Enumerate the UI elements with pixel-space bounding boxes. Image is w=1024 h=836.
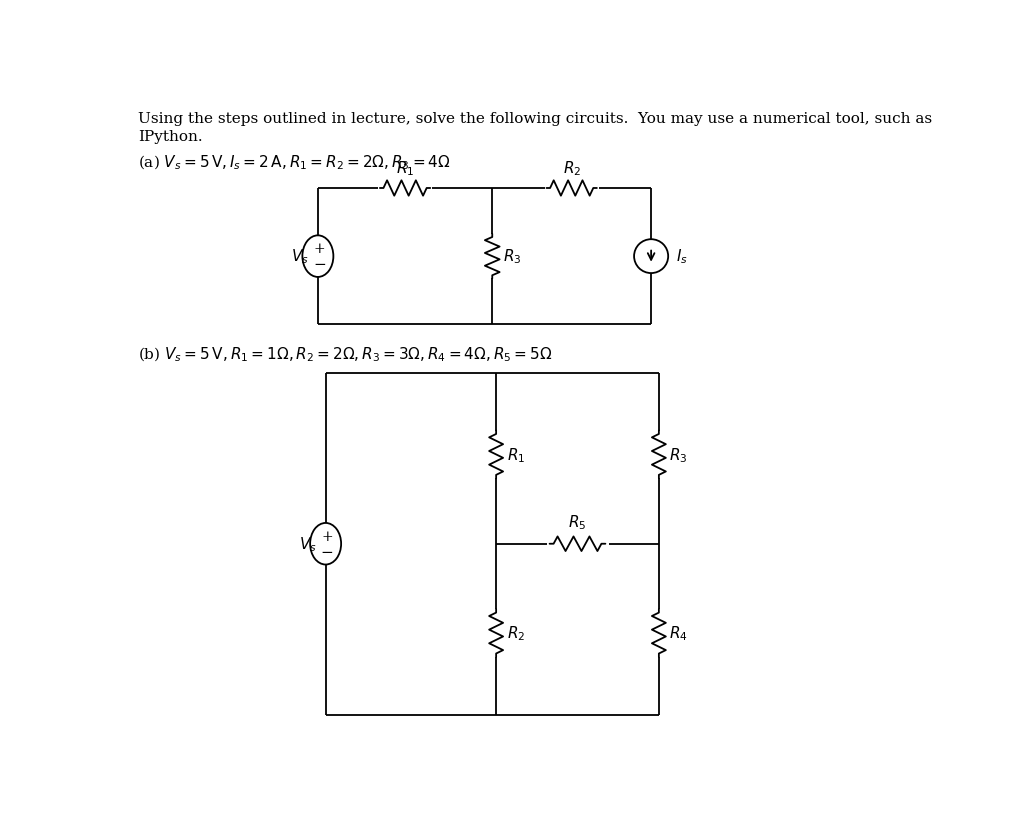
Text: $R_3$: $R_3$ <box>503 247 521 266</box>
Text: Using the steps outlined in lecture, solve the following circuits.  You may use : Using the steps outlined in lecture, sol… <box>138 112 932 126</box>
Text: $R_2$: $R_2$ <box>562 160 581 178</box>
Text: +: + <box>313 242 326 256</box>
Text: (b) $V_s = 5\,\text{V}, R_1 = 1\Omega, R_2 = 2\Omega, R_3 = 3\Omega, R_4 = 4\Ome: (b) $V_s = 5\,\text{V}, R_1 = 1\Omega, R… <box>138 345 553 364</box>
Text: −: − <box>313 257 326 272</box>
Text: $R_4$: $R_4$ <box>669 624 688 643</box>
Text: $R_2$: $R_2$ <box>507 624 525 643</box>
Text: IPython.: IPython. <box>138 130 203 145</box>
Text: $R_3$: $R_3$ <box>669 446 687 464</box>
Text: +: + <box>322 529 333 543</box>
Text: (a) $V_s = 5\,\text{V}, I_s = 2\,\text{A}, R_1 = R_2 = 2\Omega, R_3 = 4\Omega$: (a) $V_s = 5\,\text{V}, I_s = 2\,\text{A… <box>138 153 451 171</box>
Text: $R_5$: $R_5$ <box>568 513 587 532</box>
Text: $V_s$: $V_s$ <box>299 535 316 553</box>
Text: $R_1$: $R_1$ <box>507 446 525 464</box>
Text: $I_s$: $I_s$ <box>676 247 688 266</box>
Text: −: − <box>321 545 334 559</box>
Text: $R_1$: $R_1$ <box>396 160 415 178</box>
Text: $V_s$: $V_s$ <box>291 247 308 266</box>
